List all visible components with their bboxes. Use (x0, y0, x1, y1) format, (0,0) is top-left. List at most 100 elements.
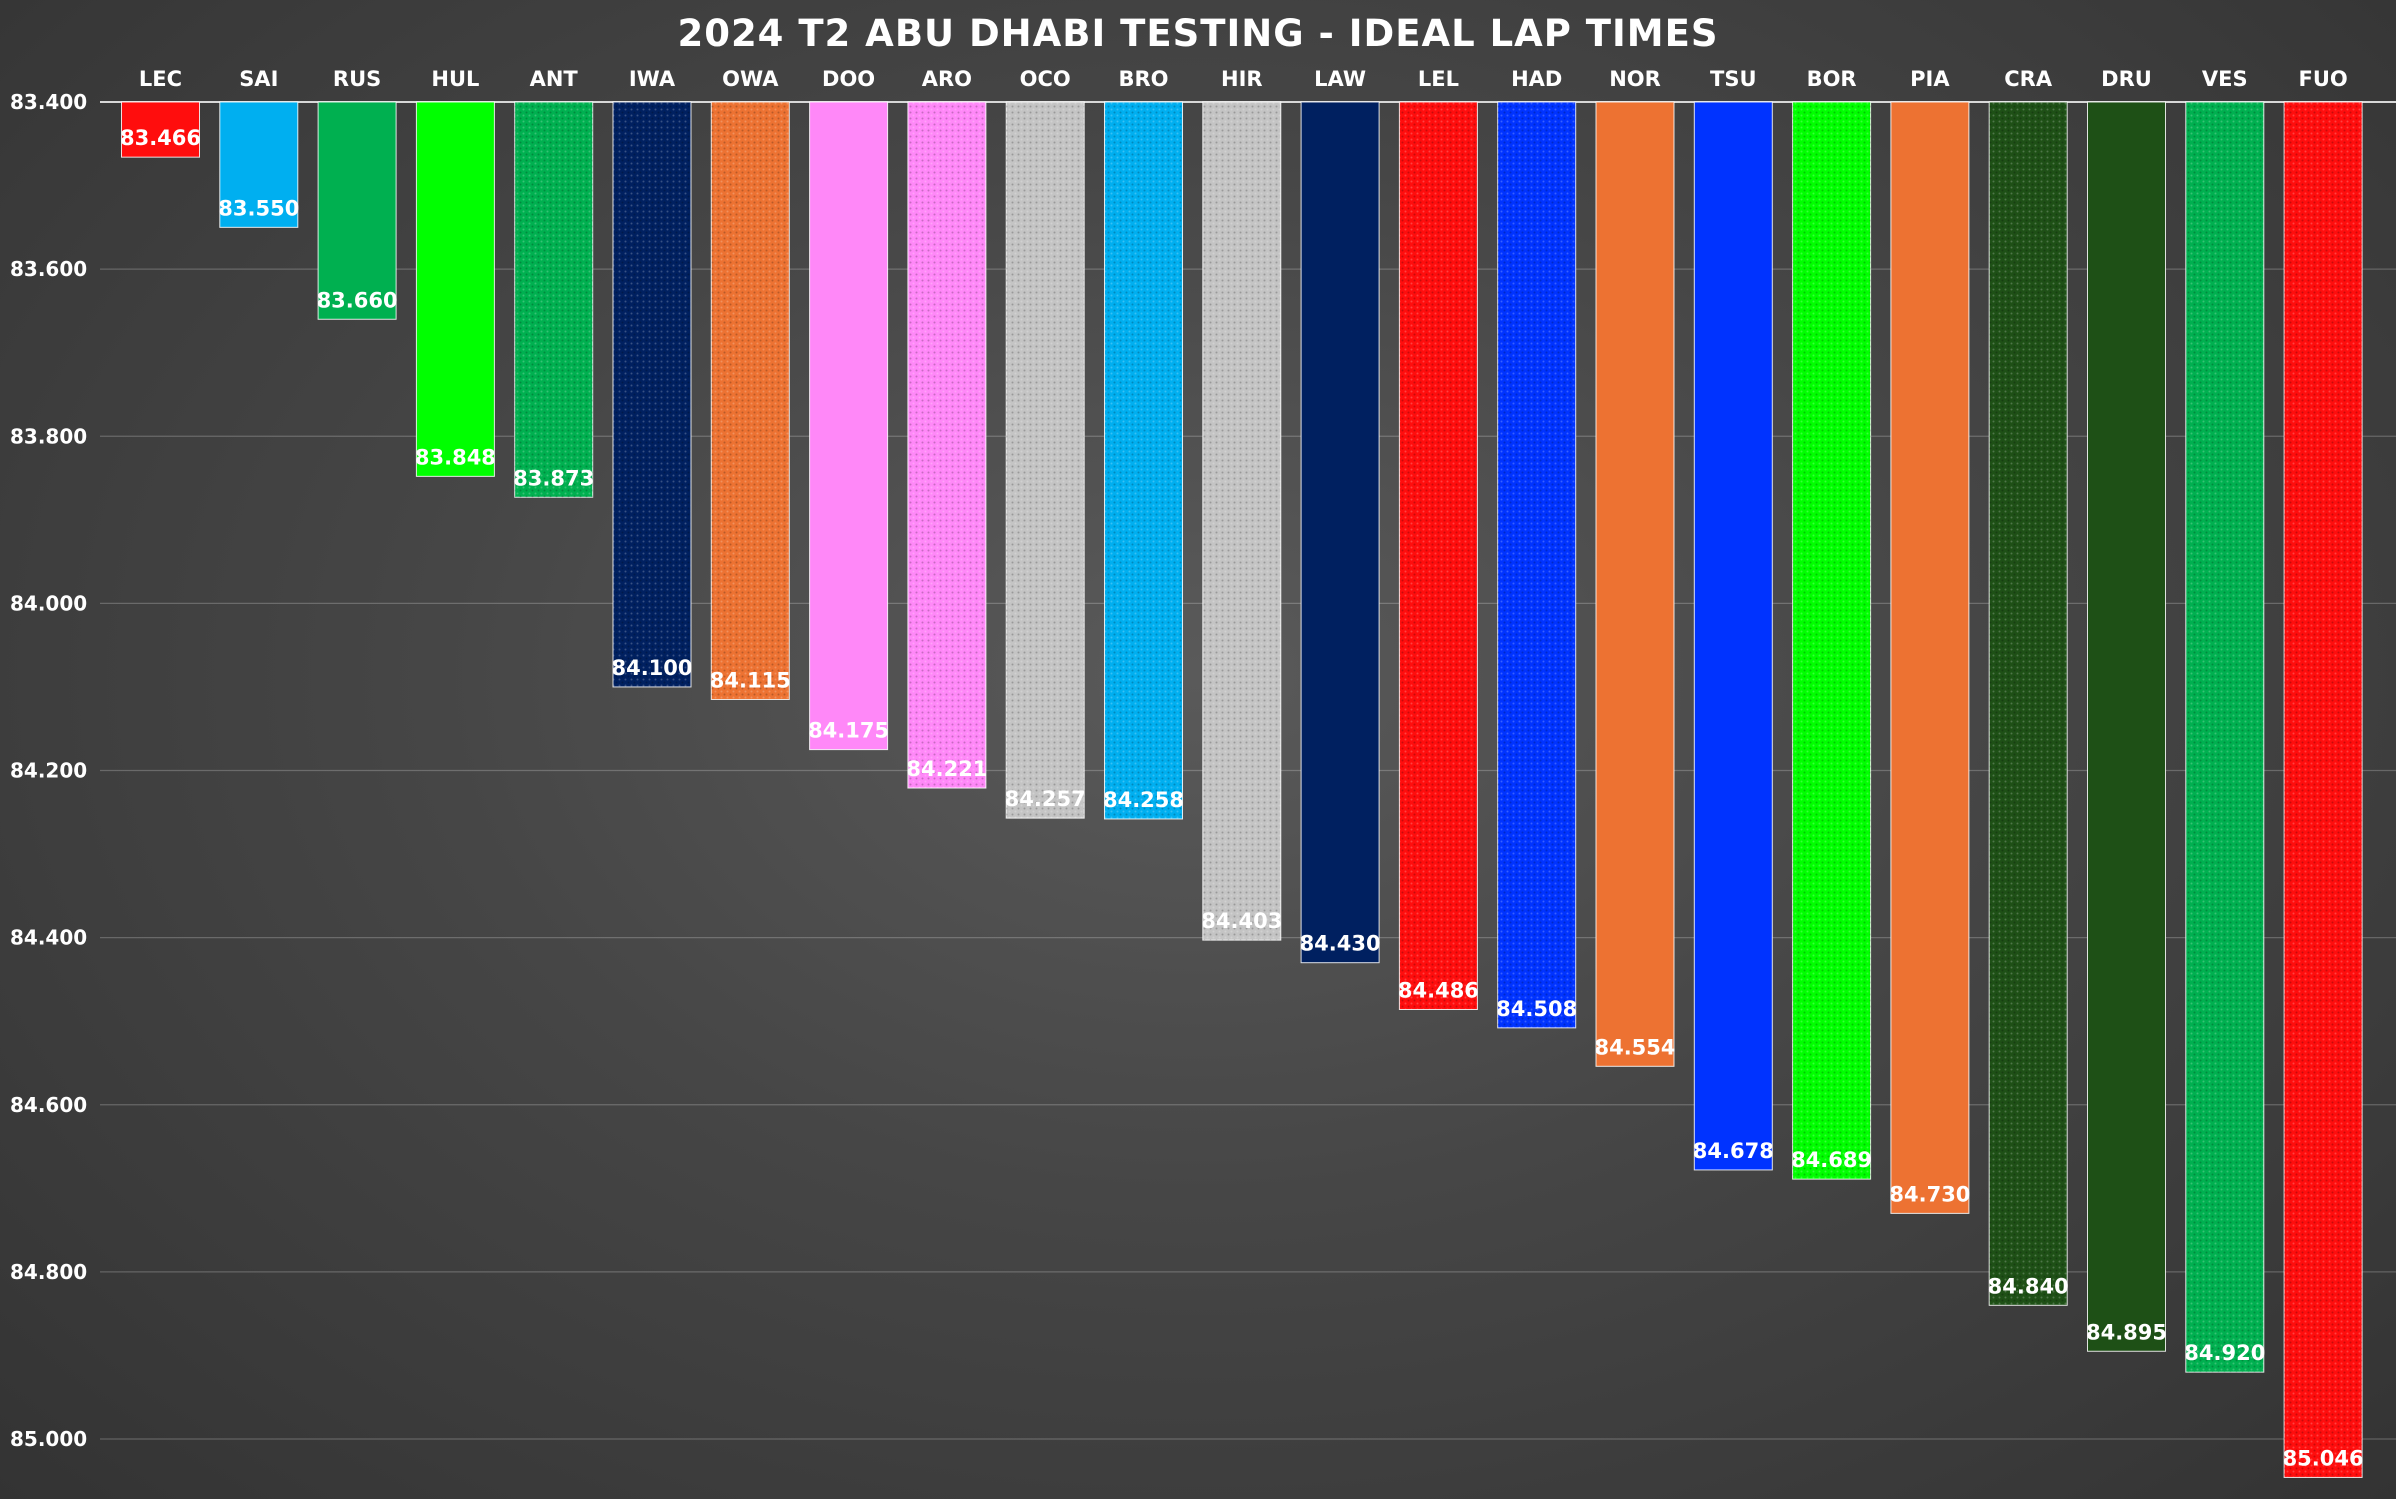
data-labels: 83.466 83.550 83.660 83.848 83.873 84.100 84.1… (120, 126, 2364, 1470)
y-tick-label: 84.400 (10, 926, 87, 950)
bar (415, 101, 495, 477)
bar-rect (415, 101, 495, 477)
bar (1104, 101, 1183, 820)
bar-texture (1497, 102, 1576, 1028)
bar-rect (1890, 101, 1970, 1214)
bar-texture (1104, 102, 1183, 819)
category-label: VES (2202, 67, 2248, 91)
data-label: 84.895 (2086, 1320, 2167, 1344)
category-label: ARO (922, 67, 972, 91)
y-tick-label: 83.400 (10, 90, 87, 114)
bar-rect (219, 101, 299, 228)
bar-texture (2284, 102, 2363, 1478)
bar-texture (1989, 102, 2068, 1306)
data-label: 84.175 (808, 719, 889, 743)
data-label: 83.873 (513, 466, 594, 490)
bar (219, 101, 299, 228)
category-label: CRA (2004, 67, 2053, 91)
bar (612, 101, 692, 688)
bar (121, 101, 200, 158)
data-label: 83.550 (218, 196, 299, 220)
category-label: HUL (431, 67, 479, 91)
data-label: 84.430 (1300, 932, 1381, 956)
bar (1792, 101, 1872, 1180)
bars (121, 101, 2363, 1478)
bar-texture (1202, 102, 1281, 941)
bar (2283, 101, 2363, 1478)
bar (317, 101, 397, 320)
data-label: 83.466 (120, 126, 201, 150)
category-label: DRU (2101, 67, 2152, 91)
bar-texture (907, 102, 986, 789)
category-label: LAW (1314, 67, 1366, 91)
y-tick-label: 84.600 (10, 1093, 87, 1117)
data-label: 84.221 (906, 757, 987, 781)
bar-rect (317, 101, 397, 320)
data-label: 84.554 (1594, 1035, 1675, 1059)
category-label: HAD (1511, 67, 1562, 91)
bar (1497, 101, 1577, 1029)
data-label: 83.848 (415, 445, 496, 469)
y-tick-label: 84.200 (10, 759, 87, 783)
bar (1693, 101, 1773, 1171)
category-label: HIR (1221, 67, 1263, 91)
bar-texture (1792, 102, 1871, 1180)
y-tick-label: 83.800 (10, 424, 87, 448)
bar-rect (1693, 101, 1773, 1171)
category-label: LEL (1418, 67, 1459, 91)
data-label: 84.100 (611, 656, 692, 680)
data-label: 84.257 (1005, 787, 1086, 811)
bar (1202, 101, 1282, 941)
data-label: 84.486 (1398, 978, 1479, 1002)
x-axis-categories: LEC SAI RUS HUL ANT IWA OWA DOO ARO OCO BRO HIR LAW L… (139, 67, 2348, 91)
category-label: PIA (1910, 67, 1950, 91)
bar-texture (613, 102, 691, 687)
y-tick-label: 85.000 (10, 1427, 87, 1451)
category-label: OCO (1020, 67, 1071, 91)
bar (809, 101, 889, 751)
bar (710, 101, 790, 700)
bar (907, 101, 987, 789)
category-label: RUS (333, 67, 381, 91)
bar (1890, 101, 1970, 1214)
bar-rect (809, 101, 889, 751)
bar (2185, 101, 2265, 1373)
bar-rect (1595, 101, 1675, 1067)
bar-texture (711, 102, 790, 700)
chart-title: 2024 T2 ABU DHABI TESTING - IDEAL LAP TI… (677, 12, 1719, 55)
bar (1988, 101, 2068, 1306)
bar (1398, 101, 1478, 1010)
bar-texture (2185, 102, 2264, 1373)
bar (1300, 101, 1380, 964)
data-label: 84.115 (710, 668, 791, 692)
category-label: TSU (1710, 67, 1757, 91)
category-label: BRO (1118, 67, 1168, 91)
y-tick-label: 83.600 (10, 257, 87, 281)
data-label: 84.258 (1103, 788, 1184, 812)
category-label: FUO (2298, 67, 2347, 91)
data-label: 83.660 (317, 288, 398, 312)
y-tick-label: 84.800 (10, 1260, 87, 1284)
bar-rect (121, 101, 200, 158)
category-label: IWA (629, 67, 676, 91)
data-label: 84.508 (1496, 997, 1577, 1021)
bar-rect (2087, 101, 2166, 1352)
category-label: OWA (722, 67, 779, 91)
bar-rect (1300, 101, 1380, 964)
bar (1595, 101, 1675, 1067)
data-label: 84.678 (1693, 1139, 1774, 1163)
category-label: ANT (530, 67, 579, 91)
data-label: 84.689 (1791, 1148, 1872, 1172)
data-label: 84.840 (1988, 1274, 2069, 1298)
category-label: NOR (1609, 67, 1661, 91)
y-tick-label: 84.000 (10, 591, 87, 615)
bar (2087, 101, 2166, 1352)
category-label: SAI (239, 67, 278, 91)
bar (514, 101, 594, 498)
bar-texture (1006, 102, 1085, 819)
data-label: 84.920 (2184, 1341, 2265, 1365)
data-label: 84.403 (1201, 909, 1282, 933)
data-label: 84.730 (1889, 1182, 1970, 1206)
bar-texture (514, 102, 593, 498)
